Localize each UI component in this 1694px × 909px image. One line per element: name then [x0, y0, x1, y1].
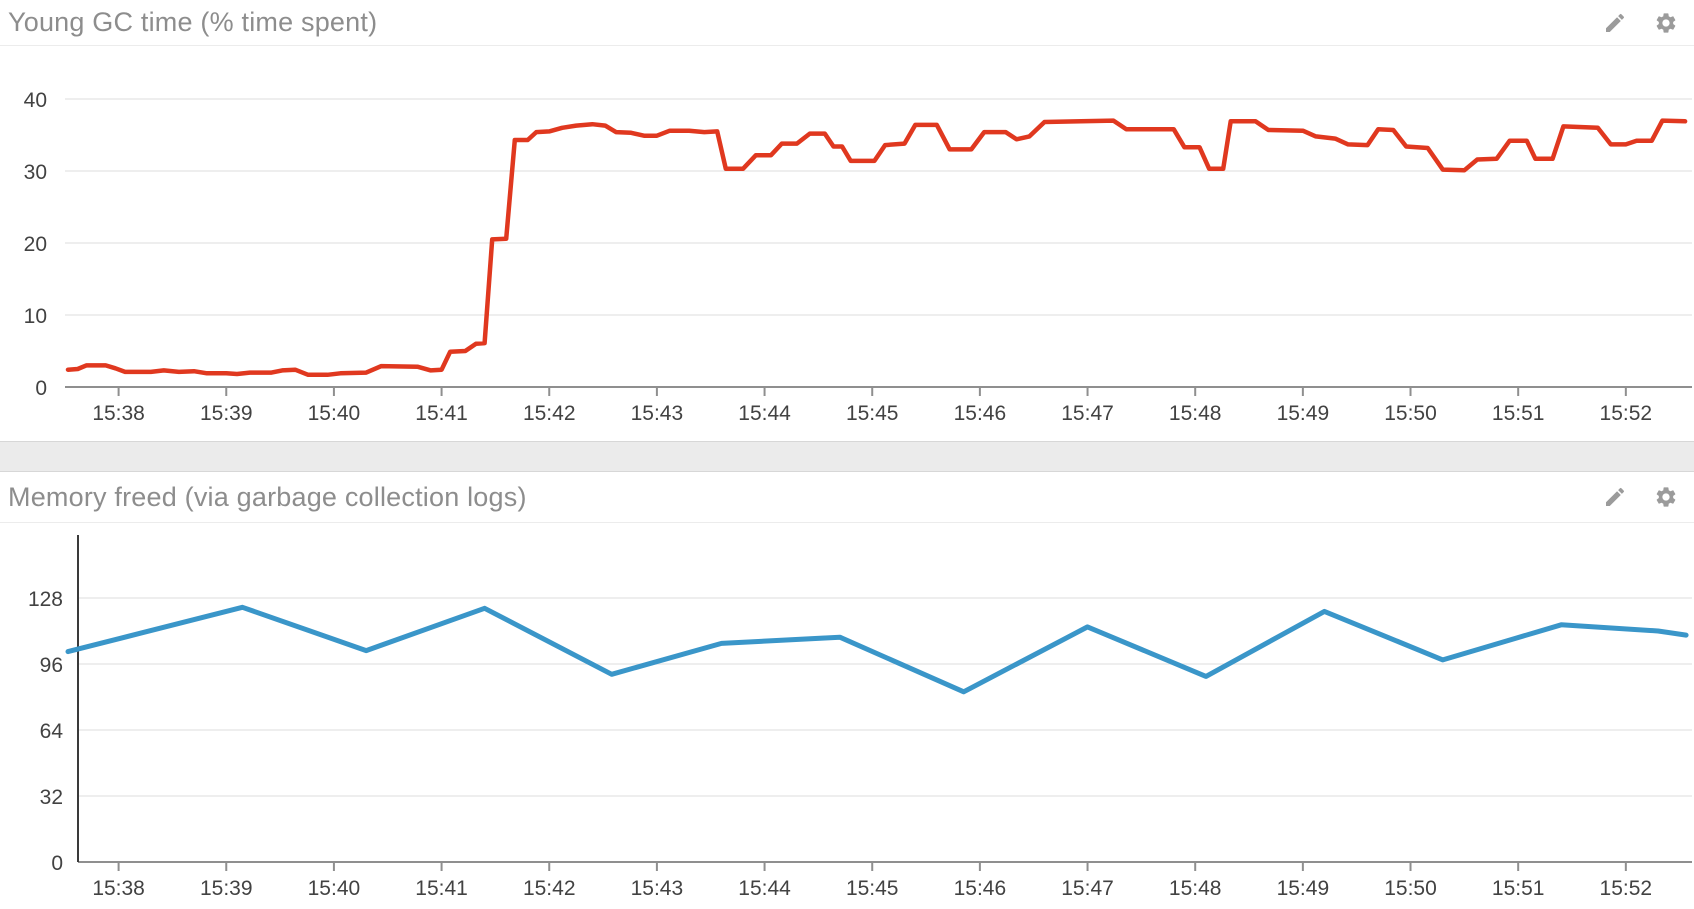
x-tick-label: 15:43 — [631, 877, 684, 900]
x-tick-label: 15:47 — [1061, 402, 1114, 425]
y-tick-label: 10 — [24, 305, 47, 328]
y-tick-label: 0 — [51, 852, 63, 875]
x-tick-label: 15:50 — [1384, 402, 1437, 425]
edit-pencil-icon[interactable] — [1603, 11, 1627, 35]
panel-actions — [1603, 11, 1678, 35]
x-tick-label: 15:44 — [738, 877, 791, 900]
x-tick-label: 15:45 — [846, 402, 899, 425]
x-tick-label: 15:40 — [308, 877, 361, 900]
y-tick-label: 0 — [35, 377, 47, 400]
panel-divider — [0, 441, 1694, 472]
x-tick-label: 15:38 — [92, 877, 145, 900]
edit-pencil-icon[interactable] — [1603, 485, 1627, 509]
x-tick-label: 15:48 — [1169, 877, 1222, 900]
x-tick-label: 15:51 — [1492, 402, 1545, 425]
x-tick-label: 15:46 — [954, 402, 1007, 425]
x-tick-label: 15:39 — [200, 402, 253, 425]
x-tick-label: 15:48 — [1169, 402, 1222, 425]
settings-gear-icon[interactable] — [1654, 485, 1678, 509]
panel-actions — [1603, 485, 1678, 509]
x-tick-label: 15:44 — [738, 402, 791, 425]
memory-freed-chart[interactable]: 0 32 64 96 128 15:38 15:39 15:40 15:41 15:42 15:43… — [0, 523, 1694, 909]
y-tick-label: 30 — [24, 161, 47, 184]
x-tick-label: 15:49 — [1277, 402, 1330, 425]
panel-header: Memory freed (via garbage collection log… — [0, 472, 1694, 523]
y-tick-label: 128 — [28, 588, 63, 611]
x-tick-label: 15:40 — [308, 402, 361, 425]
y-tick-label: 64 — [40, 720, 64, 743]
x-tick-label: 15:39 — [200, 877, 253, 900]
x-tick-label: 15:50 — [1384, 877, 1437, 900]
settings-gear-icon[interactable] — [1654, 11, 1678, 35]
series-young-gc-time-percent — [65, 118, 1688, 378]
series-memory-freed — [65, 604, 1689, 695]
x-tick-label: 15:42 — [523, 402, 576, 425]
x-tick-label: 15:49 — [1277, 877, 1330, 900]
young-gc-time-chart[interactable]: 0 10 20 30 40 15:38 15:39 15:40 15:41 15:42 15:43 1… — [0, 46, 1694, 441]
x-tick-label: 15:41 — [415, 877, 468, 900]
x-tick-label: 15:46 — [954, 877, 1007, 900]
y-tick-label: 32 — [40, 786, 63, 809]
x-tick-label: 15:52 — [1600, 877, 1653, 900]
panel-title: Young GC time (% time spent) — [8, 7, 378, 37]
x-tick-label: 15:45 — [846, 877, 899, 900]
y-tick-label: 96 — [40, 654, 63, 677]
x-tick-label: 15:42 — [523, 877, 576, 900]
x-tick-label: 15:47 — [1061, 877, 1114, 900]
x-tick-label: 15:51 — [1492, 877, 1545, 900]
panel-young-gc-time: Young GC time (% time spent) 0 10 20 30 40 15… — [0, 0, 1694, 441]
x-tick-label: 15:52 — [1600, 402, 1653, 425]
x-tick-label: 15:43 — [631, 402, 684, 425]
panel-title: Memory freed (via garbage collection log… — [8, 481, 527, 512]
panel-header: Young GC time (% time spent) — [0, 0, 1694, 46]
x-tick-label: 15:38 — [92, 402, 145, 425]
x-tick-label: 15:41 — [415, 402, 468, 425]
y-tick-label: 40 — [24, 89, 47, 112]
y-tick-label: 20 — [24, 233, 47, 256]
panel-memory-freed: Memory freed (via garbage collection log… — [0, 472, 1694, 909]
